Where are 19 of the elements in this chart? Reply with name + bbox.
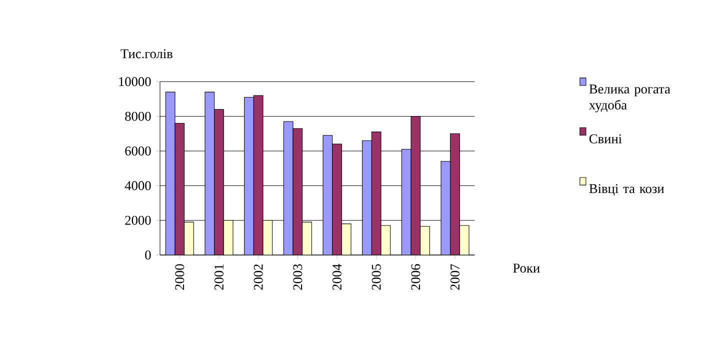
x-tick-label: 2005: [372, 264, 381, 290]
y-tick-label: 4000: [124, 181, 151, 190]
legend-label: Вівці та кози: [589, 184, 664, 196]
y-tick-label: 0: [145, 250, 151, 260]
x-tick-label: 2001: [214, 264, 224, 290]
legend-label: Свині: [589, 134, 622, 144]
legend-label: Велика рогата худоба: [589, 84, 670, 112]
y-tick-label: 2000: [125, 216, 151, 225]
x-tick-label: 2003: [293, 264, 302, 290]
x-tick-label: 2002: [254, 264, 263, 290]
x-tick-label: 2006: [411, 264, 420, 290]
y-tick-label: 10000: [119, 77, 151, 86]
x-tick-label: 2000: [175, 264, 184, 290]
x-tick-label: 2007: [450, 264, 460, 290]
y-tick-label: 6000: [125, 146, 151, 156]
x-axis-title: Роки: [513, 264, 540, 273]
x-tick-label: 2004: [332, 264, 342, 290]
y-tick-label: 8000: [125, 112, 151, 121]
y-axis-title: Тис.голів: [120, 49, 172, 58]
